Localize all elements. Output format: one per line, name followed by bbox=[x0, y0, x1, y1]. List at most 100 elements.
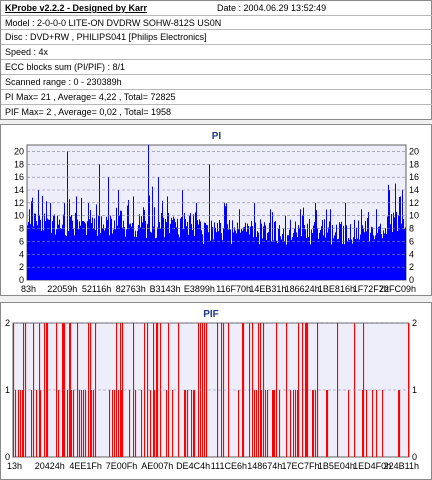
pi-bar bbox=[239, 209, 240, 280]
pi-bar bbox=[196, 202, 197, 280]
pif-summary-text: PIF Max= 2 , Average= 0,02 , Total= 1958 bbox=[5, 107, 172, 117]
pi-bar bbox=[345, 202, 346, 280]
pi-bar bbox=[371, 226, 372, 280]
pi-bar bbox=[280, 236, 281, 280]
pi-bar bbox=[311, 229, 312, 280]
pi-bar bbox=[237, 222, 238, 280]
pi-bar bbox=[77, 219, 78, 280]
pi-bar bbox=[234, 227, 235, 280]
pi-bar bbox=[298, 225, 299, 280]
pi-bar bbox=[184, 212, 185, 280]
pi-bar bbox=[76, 196, 77, 280]
pi-bar bbox=[48, 219, 49, 280]
pi-bar bbox=[34, 213, 35, 280]
pi-bar bbox=[53, 215, 54, 280]
pi-bar bbox=[84, 221, 85, 280]
pi-bar bbox=[120, 210, 121, 280]
pi-bar bbox=[142, 222, 143, 280]
pi-bar bbox=[376, 209, 377, 280]
x-tick-label: 116F70h bbox=[216, 284, 251, 294]
pi-bar bbox=[372, 227, 373, 280]
pi-bar bbox=[207, 225, 208, 280]
model-row: Model : 2-0-0-0 LITE-ON DVDRW SOHW-812S … bbox=[1, 15, 432, 29]
pi-bar bbox=[375, 235, 376, 280]
range-row: Scanned range : 0 - 230389h bbox=[1, 74, 432, 88]
pi-bar bbox=[145, 220, 146, 280]
pi-bar bbox=[167, 196, 168, 280]
pif-bar bbox=[79, 390, 81, 457]
pi-bar bbox=[39, 215, 40, 280]
pi-bar bbox=[261, 223, 262, 280]
pi-bar bbox=[177, 218, 178, 280]
pif-bar bbox=[46, 323, 48, 457]
y-tick-left: 16 bbox=[14, 172, 24, 182]
pi-bar bbox=[49, 219, 50, 280]
pif-bar bbox=[73, 390, 75, 457]
pif-bar bbox=[172, 390, 174, 457]
pif-bar bbox=[348, 390, 350, 457]
pi-bar bbox=[359, 239, 360, 280]
pif-bar bbox=[147, 323, 149, 457]
pi-bar bbox=[391, 213, 392, 280]
pi-bar bbox=[159, 221, 160, 280]
pi-bar bbox=[258, 232, 259, 280]
pif-bar bbox=[274, 390, 276, 457]
pi-bar bbox=[92, 217, 93, 280]
pi-bar bbox=[100, 232, 101, 280]
pi-bar bbox=[343, 225, 344, 280]
pi-bar bbox=[255, 222, 256, 280]
pi-bar bbox=[336, 224, 337, 280]
pi-bar bbox=[392, 231, 393, 280]
pi-bar bbox=[304, 225, 305, 280]
x-tick-label: 1B5E04h bbox=[318, 461, 355, 471]
pi-bar bbox=[83, 221, 84, 280]
pi-bar bbox=[138, 224, 139, 280]
pi-bar bbox=[320, 230, 321, 280]
pi-bar bbox=[43, 230, 44, 280]
pif-bar bbox=[362, 390, 364, 457]
pi-bar bbox=[402, 189, 403, 280]
pi-bar bbox=[204, 222, 205, 280]
pif-bar bbox=[93, 390, 95, 457]
pi-bar bbox=[105, 228, 106, 280]
pif-bar bbox=[18, 390, 20, 457]
y-tick-left: 8 bbox=[19, 224, 24, 234]
y-tick-right: 12 bbox=[409, 198, 419, 208]
pi-bar bbox=[164, 237, 165, 280]
pi-bar bbox=[201, 230, 202, 280]
pi-bar bbox=[154, 207, 155, 280]
pif-bar bbox=[267, 390, 269, 457]
pi-bar bbox=[268, 231, 269, 280]
pi-bar bbox=[115, 229, 116, 280]
pif-bar bbox=[121, 390, 123, 457]
pif-bar bbox=[290, 390, 292, 457]
pi-bar bbox=[215, 227, 216, 280]
chart-title: PIF bbox=[203, 309, 219, 320]
pi-bar bbox=[174, 218, 175, 280]
pi-bar bbox=[217, 222, 218, 280]
pi-bar bbox=[233, 232, 234, 280]
pi-bar bbox=[176, 227, 177, 280]
pi-bar bbox=[335, 232, 336, 280]
pi-bar bbox=[331, 244, 332, 280]
pi-bar bbox=[265, 225, 266, 280]
y-tick-right: 4 bbox=[409, 249, 414, 259]
y-tick-right: 20 bbox=[409, 146, 419, 156]
pi-bar bbox=[305, 229, 306, 280]
pi-bar bbox=[135, 230, 136, 280]
pif-bar bbox=[62, 323, 64, 457]
pif-bar bbox=[312, 390, 314, 457]
pi-bar bbox=[370, 232, 371, 280]
pi-bar bbox=[91, 223, 92, 280]
pi-bar bbox=[326, 209, 327, 280]
pif-bar bbox=[272, 390, 274, 457]
pi-bar bbox=[195, 212, 196, 280]
pi-bar bbox=[227, 224, 228, 280]
pif-bar bbox=[256, 390, 258, 457]
pi-bar bbox=[186, 226, 187, 280]
y-tick-right: 14 bbox=[409, 185, 419, 195]
pi-bar bbox=[37, 225, 38, 280]
speed-text: Speed : 4x bbox=[5, 47, 49, 57]
pi-bar bbox=[272, 212, 273, 280]
pi-bar bbox=[103, 224, 104, 280]
